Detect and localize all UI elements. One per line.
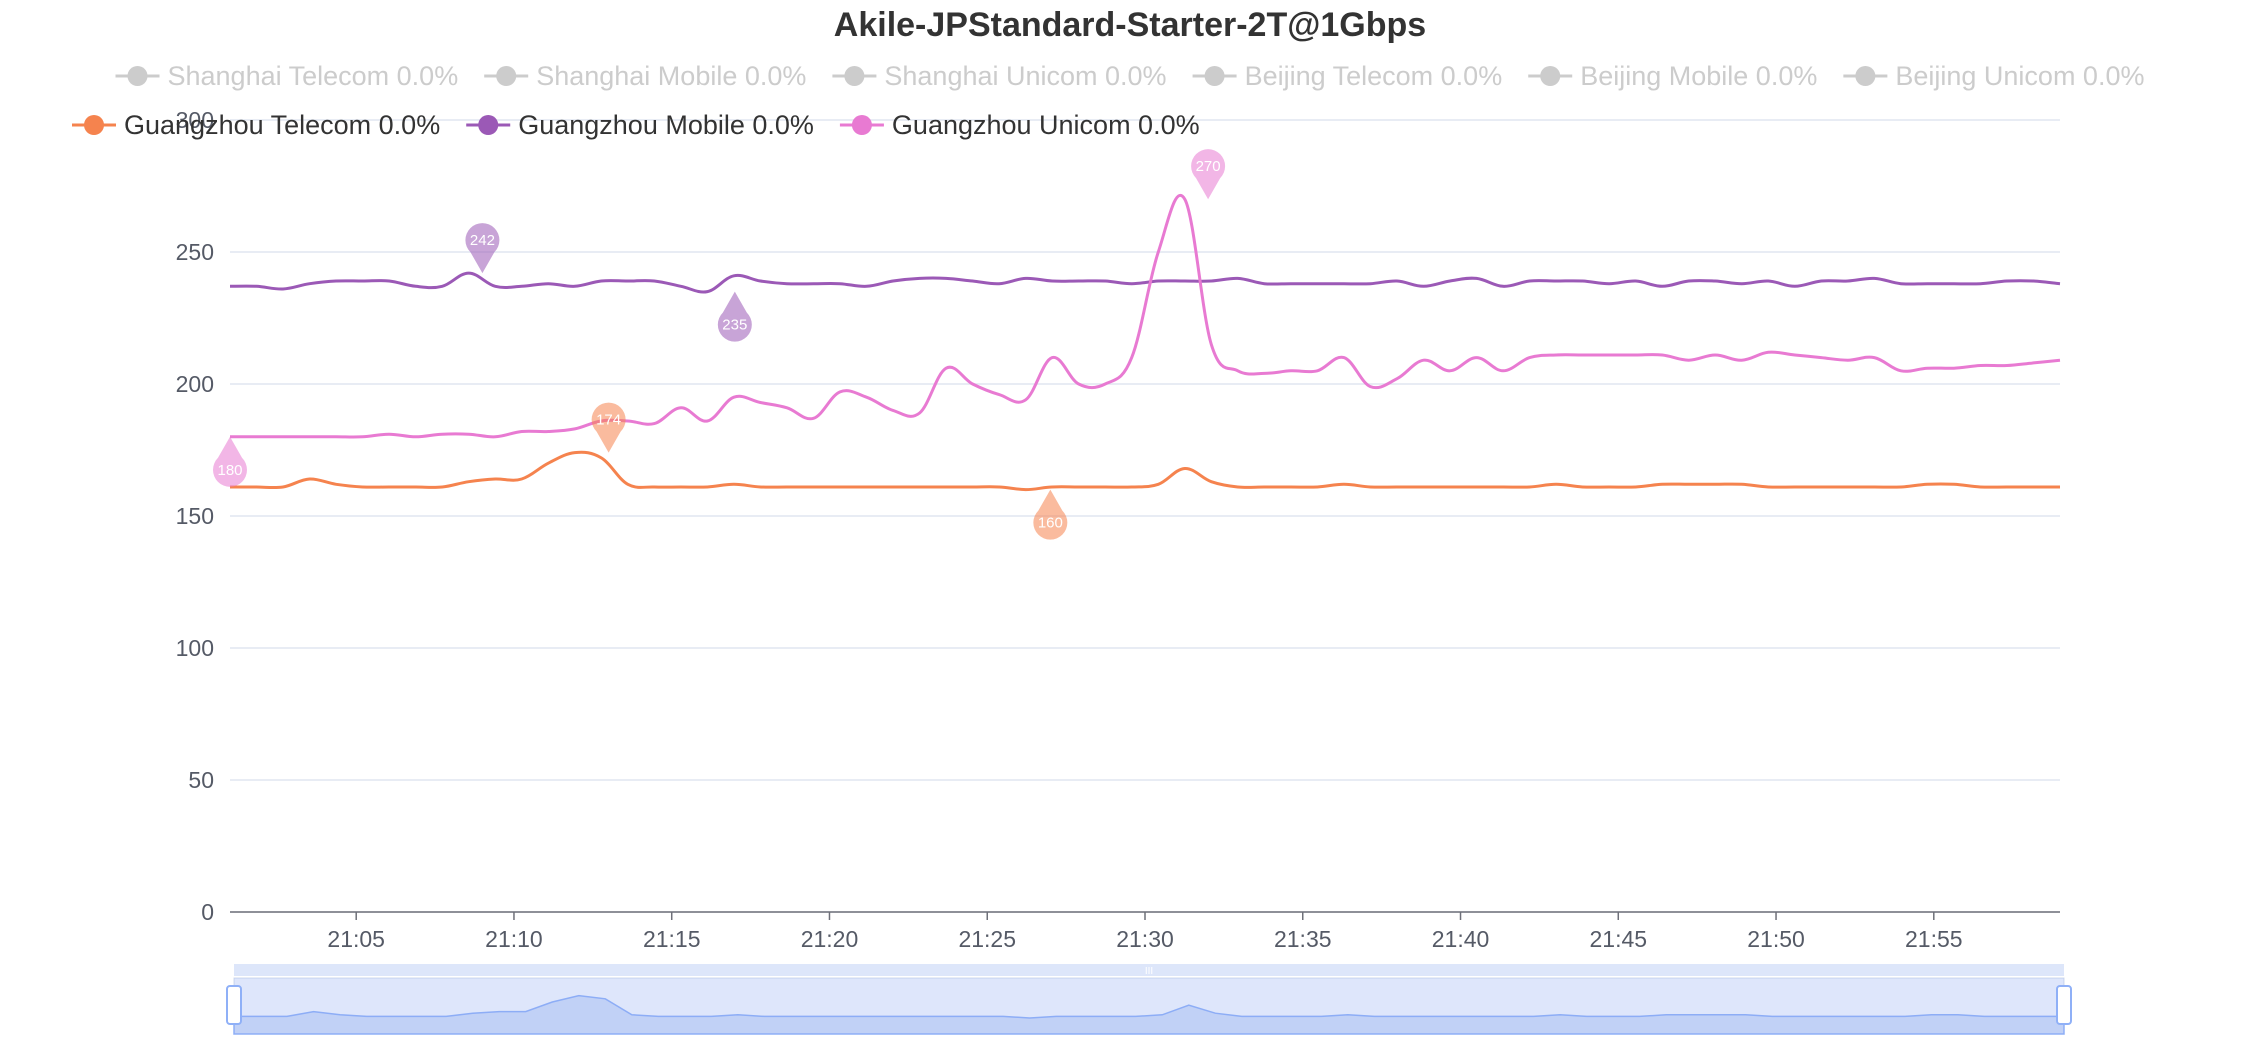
x-tick-label: 21:10 <box>485 926 543 952</box>
legend-dot-icon <box>496 66 517 86</box>
zoom-right-handle[interactable] <box>2056 985 2072 1025</box>
legend-label: Shanghai Telecom 0.0% <box>168 61 459 91</box>
x-tick-label: 21:25 <box>958 926 1016 952</box>
series-line-2 <box>230 194 2061 439</box>
x-tick-label: 21:55 <box>1905 926 1963 952</box>
legend-label: Beijing Mobile 0.0% <box>1580 61 1817 91</box>
legend-item[interactable]: Beijing Unicom 0.0% <box>1843 61 2144 91</box>
marker-pin-shape <box>212 436 247 487</box>
series-line-1 <box>229 271 2061 294</box>
y-tick-label: 50 <box>188 767 214 793</box>
marker-label: 242 <box>470 232 495 249</box>
marker-max: 242 <box>465 223 500 274</box>
data-zoom-slider[interactable]: III <box>226 964 2072 1035</box>
marker-pin-shape <box>717 291 752 342</box>
y-tick-label: 150 <box>176 503 214 529</box>
legend-item[interactable]: Guangzhou Unicom 0.0% <box>839 110 1200 140</box>
marker-label: 270 <box>1196 158 1221 175</box>
x-tick-label: 21:40 <box>1432 926 1490 952</box>
legend-dot-icon <box>127 66 148 86</box>
x-tick-label: 21:05 <box>327 926 385 952</box>
zoom-move-bar[interactable] <box>234 964 2064 976</box>
legend-item[interactable]: Beijing Telecom 0.0% <box>1192 61 1503 91</box>
legend-item[interactable]: Shanghai Mobile 0.0% <box>484 61 806 91</box>
marker-label: 235 <box>722 317 747 334</box>
y-tick-label: 0 <box>201 899 214 925</box>
legend-item[interactable]: Shanghai Unicom 0.0% <box>832 61 1167 91</box>
legend-label: Shanghai Mobile 0.0% <box>536 61 806 91</box>
x-tick-label: 21:30 <box>1116 926 1174 952</box>
marker-min: 180 <box>212 436 247 487</box>
marker-pin-shape <box>465 223 500 274</box>
legend-item[interactable]: Shanghai Telecom 0.0% <box>115 61 459 91</box>
series-lines <box>229 194 2061 492</box>
series-line-0 <box>229 450 2061 492</box>
marker-pin-shape <box>1191 149 1226 200</box>
marker-max: 174 <box>591 402 626 453</box>
legend-dot-icon <box>1540 66 1561 86</box>
legend-dot-icon <box>1855 66 1876 86</box>
zoom-left-handle[interactable] <box>226 985 242 1025</box>
zoom-preview-area <box>233 994 2065 1035</box>
legend-dot-icon <box>844 66 865 86</box>
x-tick-label: 21:50 <box>1747 926 1805 952</box>
marker-label: 160 <box>1038 515 1063 532</box>
zoom-move-handle-icon[interactable]: III <box>1145 966 1153 977</box>
x-tick-label: 21:15 <box>643 926 701 952</box>
legend: Shanghai Telecom 0.0% Shanghai Mobile 0.0… <box>72 61 2144 140</box>
marker-max: 270 <box>1191 149 1226 200</box>
y-tick-label: 250 <box>176 239 214 265</box>
marker-pin-shape <box>591 402 626 453</box>
legend-dot-icon <box>851 115 872 135</box>
zoom-selected-range[interactable] <box>234 978 2064 1034</box>
y-tick-label: 200 <box>176 371 214 397</box>
legend-label: Beijing Unicom 0.0% <box>1895 61 2144 91</box>
chart-title: Akile-JPStandard-Starter-2T@1Gbps <box>834 6 1426 44</box>
legend-item[interactable]: Beijing Mobile 0.0% <box>1528 61 1817 91</box>
legend-dot-icon <box>1204 66 1225 86</box>
legend-dot-icon <box>478 115 499 135</box>
legend-label: Guangzhou Mobile 0.0% <box>518 110 814 140</box>
axes: 0 50 100 150 200 250 300 21:05 21:10 21:15 21:20 21… <box>176 107 2060 952</box>
marker-min: 160 <box>1033 489 1068 540</box>
marker-pin-shape <box>1033 489 1068 540</box>
grid-lines <box>230 119 2060 913</box>
legend-label: Guangzhou Telecom 0.0% <box>124 110 440 140</box>
x-tick-label: 21:20 <box>801 926 859 952</box>
y-tick-label: 300 <box>176 107 214 133</box>
legend-dot-icon <box>84 115 104 135</box>
marker-min: 235 <box>717 291 752 342</box>
legend-item[interactable]: Guangzhou Telecom 0.0% <box>72 110 440 140</box>
x-tick-label: 21:45 <box>1589 926 1647 952</box>
legend-item[interactable]: Guangzhou Mobile 0.0% <box>466 110 814 140</box>
extreme-markers: 174 160 242 235 270 180 <box>212 149 1226 540</box>
marker-label: 174 <box>596 412 621 429</box>
y-tick-label: 100 <box>176 635 214 661</box>
legend-label: Shanghai Unicom 0.0% <box>884 61 1166 91</box>
marker-label: 180 <box>217 462 242 479</box>
x-tick-label: 21:35 <box>1274 926 1332 952</box>
legend-label: Guangzhou Unicom 0.0% <box>892 110 1200 140</box>
legend-label: Beijing Telecom 0.0% <box>1245 61 1503 91</box>
